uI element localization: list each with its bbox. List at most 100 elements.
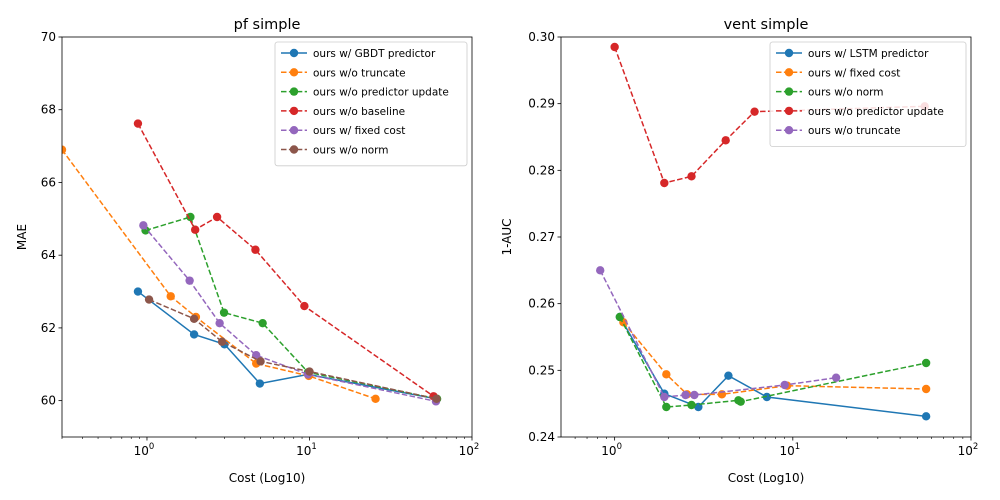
data-point xyxy=(133,119,143,128)
data-point xyxy=(215,318,224,328)
legend-label: ours w/ fixed cost xyxy=(313,125,405,137)
panel-pf-simple: pf simple 100 101 102 60 62 64 66 68 70 Cost (Log1… xyxy=(15,17,479,485)
chart-title: pf simple xyxy=(234,17,301,33)
y-tick-label: 0.29 xyxy=(528,97,555,111)
data-point xyxy=(687,400,696,410)
data-point xyxy=(831,373,841,382)
legend-box xyxy=(274,41,468,167)
data-point xyxy=(256,357,265,366)
data-point xyxy=(681,390,690,400)
legend-label: ours w/ LSTM predictor xyxy=(808,48,929,60)
legend-marker xyxy=(784,126,794,135)
data-point xyxy=(662,402,671,412)
legend-marker xyxy=(289,87,299,96)
series-group xyxy=(62,119,442,406)
data-point xyxy=(690,390,699,400)
data-point xyxy=(724,371,733,380)
legend-marker xyxy=(784,106,794,116)
legend-box xyxy=(769,41,967,147)
data-point xyxy=(219,308,229,317)
series-line xyxy=(613,46,925,184)
data-point xyxy=(371,394,380,404)
legend-label: ours w/o truncate xyxy=(808,125,901,137)
x-tick-label: 101 xyxy=(296,442,317,458)
data-point xyxy=(186,212,195,222)
data-point xyxy=(921,358,931,368)
y-tick-label: 0.24 xyxy=(528,430,555,444)
legend-label: ours w/o baseline xyxy=(313,106,405,118)
y-tick-label: 68 xyxy=(41,103,56,117)
y-tick-label: 62 xyxy=(41,321,56,335)
legend-marker xyxy=(289,145,299,154)
y-tick-label: 66 xyxy=(41,175,56,189)
series-line xyxy=(137,290,437,400)
data-point xyxy=(660,392,669,402)
x-axis-label: Cost (Log10) xyxy=(728,471,805,485)
data-point xyxy=(217,337,227,346)
data-point xyxy=(166,292,175,301)
series-line xyxy=(142,224,437,403)
x-tick-label: 100 xyxy=(601,442,622,458)
legend-label: ours w/o truncate xyxy=(313,67,406,79)
legend-label: ours w/ GBDT predictor xyxy=(313,48,436,60)
chart-title: vent simple xyxy=(724,17,809,33)
legend-marker xyxy=(784,87,794,96)
x-tick-label: 101 xyxy=(779,442,800,458)
legend-label: ours w/o norm xyxy=(313,145,389,157)
data-point xyxy=(144,295,154,304)
series-line xyxy=(62,149,376,400)
data-point xyxy=(596,266,605,275)
legend: ours w/ LSTM predictor ours w/ fixed cost… xyxy=(769,41,967,147)
data-point xyxy=(190,225,200,234)
data-point xyxy=(139,221,148,230)
legend-marker xyxy=(289,48,299,58)
legend-marker xyxy=(784,68,794,77)
legend-marker xyxy=(289,106,299,116)
data-point xyxy=(212,212,222,222)
data-point xyxy=(300,301,309,311)
legend-label: ours w/ fixed cost xyxy=(808,67,900,79)
y-tick-label: 0.26 xyxy=(528,297,555,311)
data-point xyxy=(750,107,759,116)
data-point xyxy=(687,172,696,181)
y-tick-label: 60 xyxy=(41,394,56,408)
data-point xyxy=(185,276,194,285)
series-line xyxy=(622,321,927,396)
plot-frame xyxy=(560,36,972,438)
data-point xyxy=(189,330,199,339)
x-tick-label: 102 xyxy=(459,442,480,458)
legend-label: ours w/o predictor update xyxy=(808,106,944,118)
legend-label: ours w/o predictor update xyxy=(313,87,449,99)
data-point xyxy=(921,412,931,421)
data-point xyxy=(662,370,671,379)
series-line xyxy=(619,316,927,408)
data-point xyxy=(62,145,67,154)
series-line xyxy=(148,298,437,400)
data-point xyxy=(736,397,745,406)
legend-marker xyxy=(289,126,299,135)
data-point xyxy=(133,287,143,296)
plot-frame xyxy=(61,36,473,438)
data-point xyxy=(610,42,619,52)
data-point xyxy=(255,379,265,388)
x-axis-label: Cost (Log10) xyxy=(229,471,306,485)
y-tick-label: 64 xyxy=(41,248,56,262)
data-point xyxy=(721,136,730,145)
y-tick-label: 0.27 xyxy=(528,230,555,244)
legend-marker xyxy=(289,68,299,77)
data-point xyxy=(660,178,669,188)
series-line xyxy=(145,216,438,400)
data-point xyxy=(921,384,931,394)
y-tick-label: 70 xyxy=(41,30,56,44)
legend-marker xyxy=(784,48,794,58)
y-tick-label: 0.30 xyxy=(528,30,555,44)
y-tick-label: 0.25 xyxy=(528,363,555,377)
x-tick-label: 102 xyxy=(958,442,979,458)
data-point xyxy=(189,314,199,324)
data-point xyxy=(780,380,789,390)
series-line xyxy=(619,316,927,418)
data-point xyxy=(251,245,260,254)
series-line xyxy=(137,123,434,397)
data-point xyxy=(305,367,314,376)
